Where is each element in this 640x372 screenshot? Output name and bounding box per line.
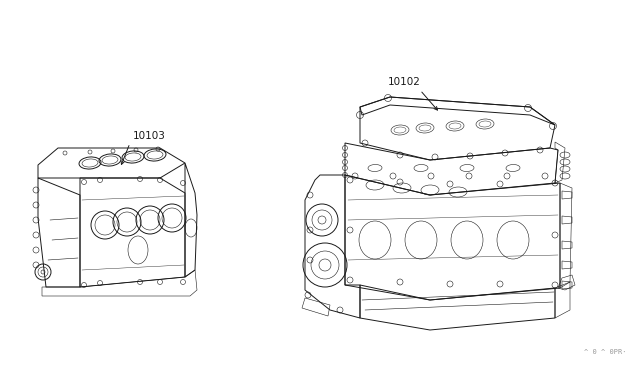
Text: 10103: 10103 xyxy=(133,131,166,141)
Text: ^ 0 ^ 0PR·: ^ 0 ^ 0PR· xyxy=(584,349,626,355)
Text: 10102: 10102 xyxy=(388,77,421,87)
